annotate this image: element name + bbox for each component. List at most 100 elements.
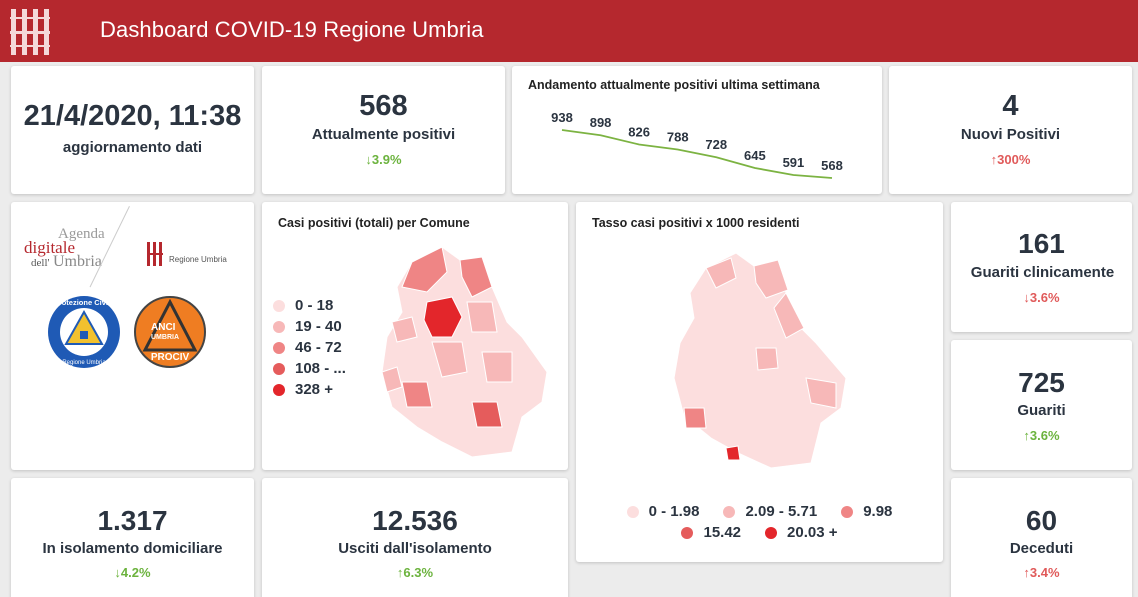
legend-swatch [273,320,285,333]
anci-prociv-logo[interactable]: ANCI UMBRIA PROCIV [133,294,207,370]
legend-item[interactable]: 2.09 - 5.71 [723,503,817,520]
kpi-isolamento-domiciliare: 1.317 In isolamento domiciliare ↓4.2% [11,478,254,597]
anci-mid-text: UMBRIA [151,334,179,341]
regione-umbria-emblem-icon [10,9,50,55]
map-comuni-card: Casi positivi (totali) per Comune 0 - 18… [262,202,568,470]
legend-label: 328 + [295,381,333,398]
dashboard-title: Dashboard COVID-19 Regione Umbria [100,17,484,42]
arrow-down-icon: ↓ [114,565,121,580]
kpi-value: 4 [1002,90,1019,122]
kpi-label: Guariti [1017,402,1066,419]
legend-label: 0 - 1.98 [648,503,700,520]
data-label: 938 [551,110,573,125]
kpi-label: In isolamento domiciliare [42,540,223,557]
legend-swatch [273,341,285,354]
legend-swatch [765,526,778,539]
kpi-delta: ↓3.6% [1023,290,1060,305]
legend-label: 15.42 [703,524,742,541]
map-comuni-legend: 0 - 18 19 - 40 46 - 72 108 - ... 328 + [273,295,346,400]
kpi-label: Guariti clinicamente [970,264,1115,281]
arrow-up-icon: ↑ [1023,428,1030,443]
kpi-value: 12.536 [372,505,458,536]
kpi-value: 568 [359,90,408,122]
protezione-civile-logo[interactable]: Protezione Civile Regione Umbria [46,294,122,370]
kpi-guariti: 725 Guariti ↑3.6% [951,340,1132,470]
legend-item[interactable]: 0 - 1.98 [626,503,700,520]
protezione-top-text: Protezione Civile [54,298,114,307]
kpi-deceduti: 60 Deceduti ↑3.4% [951,478,1132,597]
kpi-label: Deceduti [1009,540,1074,557]
kpi-value: 1.317 [97,505,168,536]
umbria-comuni-map[interactable] [372,242,552,462]
legend-item[interactable]: 0 - 18 [273,295,346,316]
data-label: 788 [667,129,689,144]
legend-item[interactable]: 328 + [273,379,346,400]
kpi-label: Nuovi Positivi [960,126,1061,143]
regione-umbria-logo[interactable]: Regione Umbria [147,242,247,268]
umbria-tasso-map[interactable] [666,248,856,473]
legend-label: 0 - 18 [295,297,334,314]
map-tasso-card: Tasso casi positivi x 1000 residenti 0 -… [576,202,943,562]
chart-title: Andamento attualmente positivi ultima se… [528,78,820,92]
kpi-value: 161 [1018,228,1065,259]
legend-item[interactable]: 20.03 + [765,524,838,541]
legend-label: 46 - 72 [295,339,342,356]
protezione-bottom-text: Regione Umbria [62,360,106,366]
legend-swatch [273,362,285,375]
data-label: 898 [590,115,612,130]
kpi-delta: ↑3.4% [1023,565,1060,580]
legend-swatch [273,383,285,396]
legend-label: 19 - 40 [295,318,342,335]
agenda-digitale-logo[interactable]: Agenda digitale dell' Umbria [24,226,105,270]
arrow-up-icon: ↑ [396,565,404,580]
data-label: 568 [821,158,843,173]
kpi-guariti-clinicamente: 161 Guariti clinicamente ↓3.6% [951,202,1132,332]
trend-chart-card: Andamento attualmente positivi ultima se… [512,66,882,194]
legend-swatch [723,505,736,518]
update-label: aggiornamento dati [62,139,203,156]
kpi-delta: ↑3.6% [1023,428,1060,443]
kpi-usciti-isolamento: 12.536 Usciti dall'isolamento ↑6.3% [262,478,568,597]
trend-line-series [561,129,833,179]
arrow-up-icon: ↑ [1023,565,1030,580]
header-bar: Dashboard COVID-19 Regione Umbria [0,0,1138,62]
trend-line-chart: 938 898 826 788 728 645 591 568 [551,110,843,179]
arrow-up-icon: ↑ [990,152,998,167]
update-card: 21/4/2020, 11:38 aggiornamento dati [11,66,254,194]
map-tasso-title: Tasso casi positivi x 1000 residenti [592,216,800,230]
legend-item[interactable]: 46 - 72 [273,337,346,358]
arrow-down-icon: ↓ [1023,290,1030,305]
legend-swatch [681,526,694,539]
data-label: 826 [628,125,650,140]
kpi-nuovi-positivi: 4 Nuovi Positivi ↑300% [889,66,1132,194]
kpi-delta: ↓4.2% [114,565,151,580]
kpi-label: Attualmente positivi [311,126,456,143]
arrow-down-icon: ↓ [365,152,372,167]
legend-label: 2.09 - 5.71 [745,503,818,520]
map-tasso-legend: 0 - 1.98 2.09 - 5.71 9.98 15.42 20.03 + [576,501,943,543]
legend-label: 9.98 [863,503,893,520]
kpi-value: 60 [1025,505,1058,536]
legend-label: 108 - ... [295,360,346,377]
legend-item[interactable]: 15.42 [681,524,741,541]
anci-top-text: ANCI [151,322,176,333]
legend-item[interactable]: 108 - ... [273,358,346,379]
kpi-delta: ↑6.3% [396,565,434,580]
logos-card: Agenda digitale dell' Umbria Regione Umb… [11,202,254,470]
data-label: 591 [783,155,805,170]
kpi-delta: ↓3.9% [365,152,402,167]
data-label: 728 [705,137,727,152]
kpi-label: Usciti dall'isolamento [338,540,492,557]
data-label: 645 [744,148,766,163]
legend-item[interactable]: 19 - 40 [273,316,346,337]
legend-swatch [841,505,854,518]
kpi-value: 725 [1018,367,1065,398]
map-comuni-title: Casi positivi (totali) per Comune [278,216,470,230]
update-datetime: 21/4/2020, 11:38 [23,100,242,132]
legend-swatch [273,299,285,312]
legend-label: 20.03 + [787,524,838,541]
kpi-delta: ↑300% [990,152,1031,167]
legend-swatch [626,505,639,518]
kpi-attualmente-positivi: 568 Attualmente positivi ↓3.9% [262,66,505,194]
legend-item[interactable]: 9.98 [841,503,892,520]
